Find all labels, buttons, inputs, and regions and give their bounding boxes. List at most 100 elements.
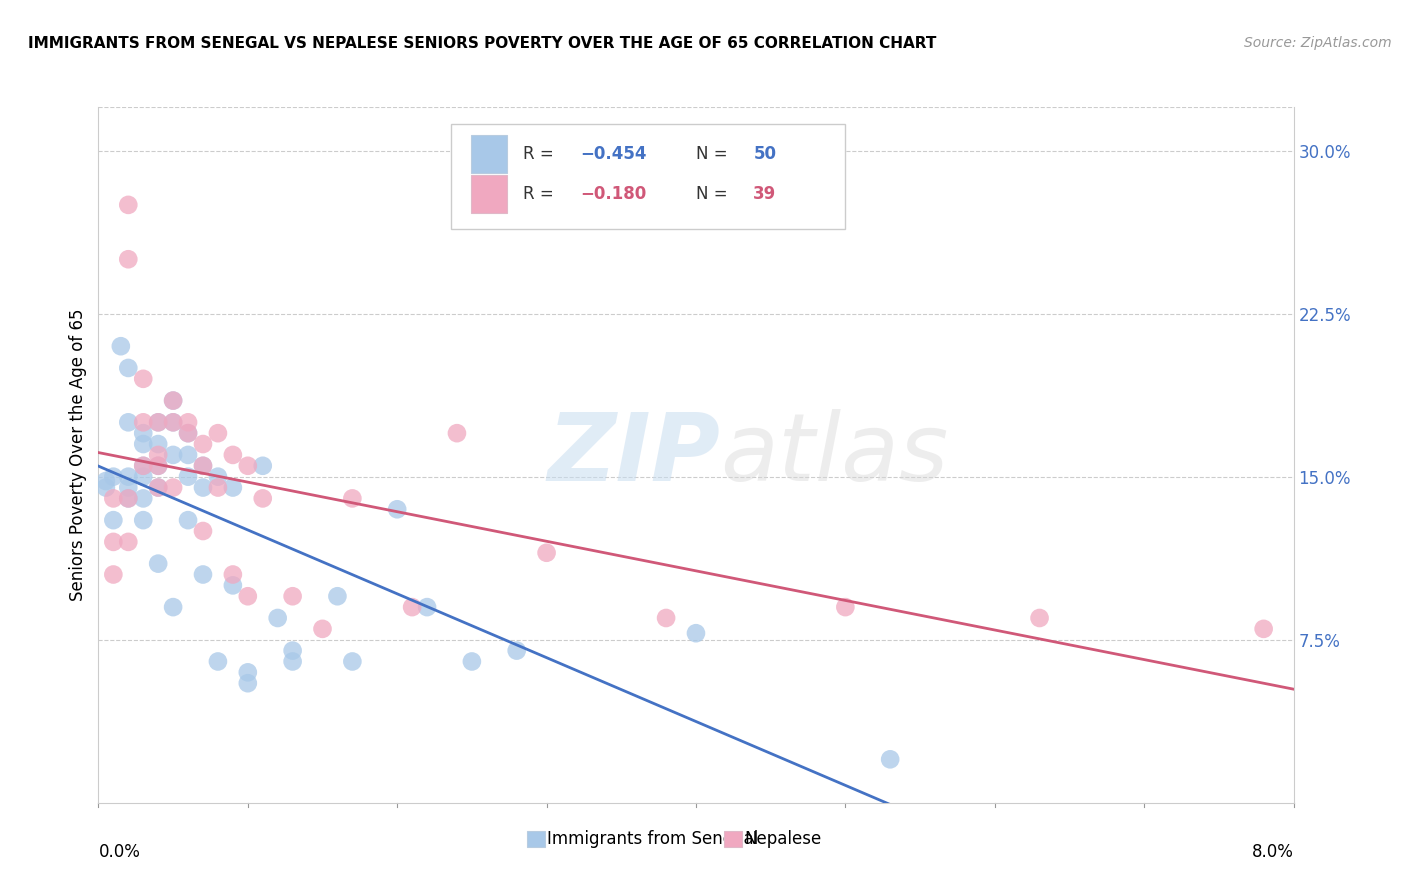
Point <box>117 491 139 506</box>
Point <box>148 415 170 429</box>
Point <box>162 481 184 495</box>
Point <box>148 458 170 473</box>
Point <box>506 643 529 657</box>
Point <box>148 415 170 429</box>
Point <box>222 481 245 495</box>
Point <box>132 372 155 386</box>
Point <box>132 437 155 451</box>
Point <box>148 481 170 495</box>
Text: Nepalese: Nepalese <box>744 830 821 848</box>
Point <box>281 589 304 603</box>
Point <box>132 469 155 483</box>
Point <box>207 469 229 483</box>
Point <box>207 655 229 669</box>
Point <box>148 437 170 451</box>
Point <box>117 415 139 429</box>
Point <box>1028 611 1050 625</box>
Point <box>162 415 184 429</box>
Point <box>177 469 200 483</box>
Point <box>177 448 200 462</box>
Point <box>148 481 170 495</box>
Point <box>132 415 155 429</box>
Point <box>236 458 259 473</box>
Point <box>191 458 214 473</box>
Point <box>222 448 245 462</box>
Point <box>252 458 274 473</box>
Point <box>103 513 125 527</box>
Point <box>236 665 259 680</box>
Point <box>191 437 214 451</box>
Point <box>132 458 155 473</box>
Point <box>536 546 558 560</box>
Point <box>94 474 117 488</box>
Point <box>103 491 125 506</box>
Point <box>162 415 184 429</box>
Point <box>132 426 155 441</box>
Y-axis label: Seniors Poverty Over the Age of 65: Seniors Poverty Over the Age of 65 <box>69 309 87 601</box>
Point <box>117 534 139 549</box>
Text: R =: R = <box>523 185 564 203</box>
Text: R =: R = <box>523 145 558 163</box>
Point <box>132 491 155 506</box>
Point <box>326 589 349 603</box>
Point <box>103 534 125 549</box>
Point <box>685 626 707 640</box>
Point <box>342 491 364 506</box>
Point <box>461 655 484 669</box>
Point <box>1253 622 1275 636</box>
Point <box>148 557 170 571</box>
Point <box>191 567 214 582</box>
Point <box>162 393 184 408</box>
Point <box>103 469 125 483</box>
Text: Immigrants from Senegal: Immigrants from Senegal <box>547 830 759 848</box>
Point <box>385 502 409 516</box>
Point <box>117 360 139 375</box>
Bar <box>471 136 508 173</box>
Point <box>879 752 901 766</box>
Point <box>191 524 214 538</box>
Point <box>401 600 423 615</box>
Point <box>162 448 184 462</box>
Point <box>267 611 290 625</box>
Point <box>191 458 214 473</box>
Text: atlas: atlas <box>720 409 948 500</box>
Point <box>117 481 139 495</box>
Point <box>177 426 200 441</box>
Point <box>281 655 304 669</box>
Text: −0.180: −0.180 <box>581 185 647 203</box>
Point <box>148 458 170 473</box>
Point <box>281 643 304 657</box>
Point <box>446 426 468 441</box>
Text: 50: 50 <box>754 145 776 163</box>
Bar <box>471 175 508 213</box>
Point <box>207 426 229 441</box>
Point <box>342 655 364 669</box>
Point <box>110 339 132 353</box>
Text: N =: N = <box>696 185 733 203</box>
Point <box>236 589 259 603</box>
Point <box>162 393 184 408</box>
Point <box>117 252 139 267</box>
Point <box>132 513 155 527</box>
Text: Source: ZipAtlas.com: Source: ZipAtlas.com <box>1244 36 1392 50</box>
Text: N =: N = <box>696 145 733 163</box>
Point <box>148 448 170 462</box>
Text: −0.454: −0.454 <box>581 145 647 163</box>
FancyBboxPatch shape <box>451 124 845 229</box>
Point <box>207 481 229 495</box>
Point <box>117 469 139 483</box>
Point <box>132 458 155 473</box>
Text: ZIP: ZIP <box>547 409 720 501</box>
Point <box>236 676 259 690</box>
Point <box>416 600 439 615</box>
Point <box>117 491 139 506</box>
Point <box>177 415 200 429</box>
Point <box>311 622 333 636</box>
Text: IMMIGRANTS FROM SENEGAL VS NEPALESE SENIORS POVERTY OVER THE AGE OF 65 CORRELATI: IMMIGRANTS FROM SENEGAL VS NEPALESE SENI… <box>28 36 936 51</box>
Point <box>222 567 245 582</box>
Point <box>222 578 245 592</box>
Text: 39: 39 <box>754 185 776 203</box>
Point <box>94 481 117 495</box>
Point <box>252 491 274 506</box>
Point <box>162 600 184 615</box>
